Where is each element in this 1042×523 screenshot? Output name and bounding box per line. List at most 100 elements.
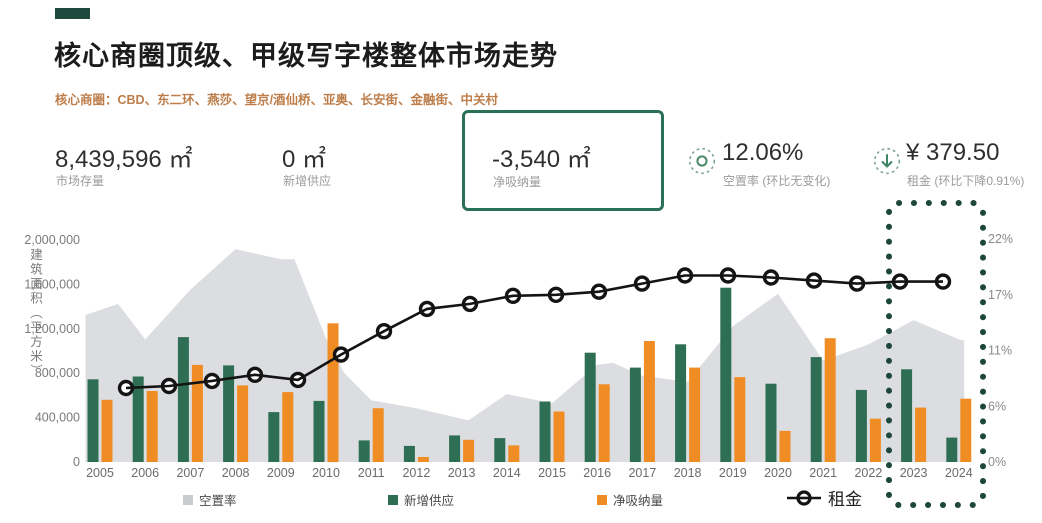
bar-new-supply-2017 (629, 367, 641, 462)
bar-net-absorption-2005 (101, 399, 113, 462)
bar-net-absorption-2006 (146, 391, 158, 462)
legend-item-rent: 租金 (786, 485, 862, 510)
svg-text:2006: 2006 (131, 466, 159, 480)
bar-net-absorption-2012 (417, 457, 429, 462)
svg-text:22%: 22% (988, 232, 1013, 246)
bar-net-absorption-2016 (598, 384, 610, 462)
svg-text:800,000: 800,000 (35, 366, 80, 380)
svg-text:0: 0 (73, 455, 80, 469)
bar-new-supply-2010 (313, 400, 325, 462)
svg-text:2016: 2016 (583, 466, 611, 480)
legend-new-supply-label: 新增供应 (404, 494, 455, 508)
svg-text:2012: 2012 (402, 466, 430, 480)
kpi-new-supply-value: 0 ㎡ (282, 146, 327, 173)
svg-text:400,000: 400,000 (35, 411, 80, 425)
legend-rent-label: 租金 (828, 490, 862, 509)
legend-net-absorption-label: 净吸纳量 (613, 494, 664, 508)
kpi-net-absorption-value: -3,540 ㎡ (492, 146, 591, 173)
kpi-rent-label: 租金 (环比下降0.91%) (907, 174, 1025, 188)
net-absorption-swatch-icon (597, 494, 607, 505)
y-axis-right-labels: 0% 6% 11% 17% 22% (988, 232, 1013, 469)
kpi-vacancy-label: 空置率 (环比无变化) (723, 174, 831, 188)
svg-text:2010: 2010 (312, 466, 340, 480)
bar-net-absorption-2013 (463, 439, 475, 462)
svg-text:2007: 2007 (176, 466, 204, 480)
bar-net-absorption-2018 (689, 367, 701, 462)
y-axis-left-labels: 0 400,000 800,000 1,200,000 1,600,000 2,000,0… (24, 233, 80, 469)
svg-text:2013: 2013 (448, 466, 476, 480)
bar-new-supply-2020 (765, 383, 777, 462)
bar-net-absorption-2019 (734, 377, 746, 462)
kpi-net-absorption-label: 净吸纳量 (493, 175, 542, 189)
svg-text:2022: 2022 (854, 466, 882, 480)
kpi-net-absorption-box: -3,540 ㎡ 净吸纳量 (462, 110, 664, 211)
kpi-rent-value: ¥ 379.50 (906, 139, 1000, 166)
vacancy-rate-icon (688, 147, 716, 180)
bar-net-absorption-2021 (824, 338, 836, 462)
svg-text:2017: 2017 (628, 466, 656, 480)
rent-line (117, 267, 952, 397)
bar-new-supply-2014 (494, 438, 506, 462)
kpi-market-stock-value: 8,439,596 ㎡ (55, 146, 193, 173)
svg-text:2023: 2023 (900, 466, 928, 480)
svg-text:2021: 2021 (809, 466, 837, 480)
bar-new-supply-2024 (946, 437, 958, 462)
kpi-new-supply-label: 新增供应 (283, 174, 332, 188)
new-supply-bars (87, 287, 958, 462)
bar-net-absorption-2007 (191, 364, 203, 462)
svg-text:17%: 17% (988, 288, 1013, 302)
svg-text:0%: 0% (988, 455, 1006, 469)
bar-net-absorption-2017 (643, 341, 655, 462)
vacancy-swatch-icon (183, 494, 193, 505)
rent-down-icon (873, 147, 901, 180)
bar-net-absorption-2023 (915, 407, 927, 462)
bar-new-supply-2023 (901, 369, 913, 462)
svg-text:2019: 2019 (719, 466, 747, 480)
bar-new-supply-2013 (449, 435, 461, 462)
legend-vacancy-label: 空置率 (199, 494, 237, 508)
bar-net-absorption-2020 (779, 430, 791, 462)
bar-new-supply-2005 (87, 379, 99, 462)
net-absorption-bars (101, 323, 972, 463)
bar-net-absorption-2014 (508, 445, 520, 462)
legend-item-vacancy: 空置率 (183, 490, 237, 509)
bar-net-absorption-2011 (372, 408, 384, 462)
bar-new-supply-2007 (177, 337, 189, 462)
bar-new-supply-2022 (855, 389, 867, 462)
bar-net-absorption-2015 (553, 411, 565, 462)
legend-item-new-supply: 新增供应 (388, 490, 454, 509)
svg-text:2024: 2024 (945, 466, 973, 480)
bar-new-supply-2008 (223, 365, 235, 462)
bar-net-absorption-2008 (237, 385, 249, 462)
svg-text:2020: 2020 (764, 466, 792, 480)
title-accent-bar (55, 8, 90, 19)
bar-new-supply-2015 (539, 401, 551, 462)
legend-item-net-absorption: 净吸纳量 (597, 490, 663, 509)
bar-new-supply-2018 (675, 344, 687, 462)
page-subtitle: 核心商圈：CBD、东二环、燕莎、望京/酒仙桥、亚奥、长安街、金融街、中关村 (55, 93, 499, 107)
svg-text:6%: 6% (988, 399, 1006, 413)
bar-new-supply-2019 (720, 287, 732, 462)
bar-new-supply-2006 (132, 376, 144, 462)
bar-net-absorption-2010 (327, 323, 339, 463)
svg-text:2008: 2008 (222, 466, 250, 480)
rent-line-marker-icon (787, 489, 821, 506)
svg-text:2011: 2011 (358, 466, 385, 480)
bar-net-absorption-2024 (960, 398, 972, 462)
new-supply-swatch-icon (388, 494, 398, 505)
svg-text:2014: 2014 (493, 466, 521, 480)
svg-text:11%: 11% (988, 344, 1012, 358)
y-axis-title: 建筑面积（平方米） (28, 248, 42, 379)
svg-text:2009: 2009 (267, 466, 295, 480)
page-title: 核心商圈顶级、甲级写字楼整体市场走势 (54, 41, 558, 71)
svg-text:2015: 2015 (538, 466, 566, 480)
svg-text:1,600,000: 1,600,000 (24, 277, 80, 291)
svg-text:2005: 2005 (86, 466, 114, 480)
bar-net-absorption-2022 (869, 418, 881, 462)
kpi-market-stock-label: 市场存量 (56, 174, 105, 188)
bar-net-absorption-2009 (282, 392, 294, 462)
bar-new-supply-2021 (810, 357, 822, 462)
svg-text:2018: 2018 (674, 466, 702, 480)
